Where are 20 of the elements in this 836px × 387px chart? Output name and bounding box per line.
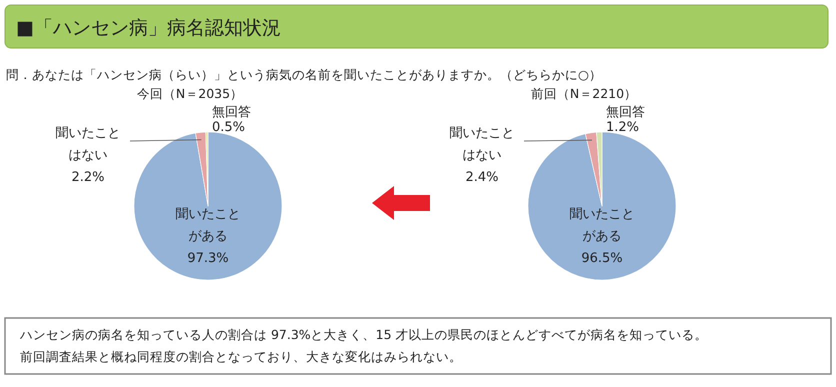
slice-label: 聞いたことはない xyxy=(56,126,120,163)
pie-slice xyxy=(134,132,282,280)
data-label: 2.2% xyxy=(71,170,105,185)
data-label: 1.2% xyxy=(606,120,640,135)
data-label: 0.5% xyxy=(212,120,246,135)
chart-title: 前回（N＝2210） xyxy=(530,86,638,101)
text: ハンセン病の病名を知っている人の割合は 97.3%と大きく、15 才以上の県民のほとんどすべてが病名を知っている。 xyxy=(19,327,708,342)
slice-label: 聞いたことはない xyxy=(450,126,514,163)
data-label: 2.4% xyxy=(465,170,499,185)
slice-label: 聞いたことがある xyxy=(176,207,240,244)
data-label: 96.5% xyxy=(581,251,623,266)
text: 問．あなたは「ハンセン病（らい）」という病気の名前を聞いたことがありますか。（どちらかに○） xyxy=(6,67,602,82)
text: ■「ハンセン病」病名認知状況 xyxy=(16,17,281,39)
pie-slice xyxy=(528,132,676,280)
chart-title: 今回（N＝2035） xyxy=(136,86,244,101)
data-label: 97.3% xyxy=(187,251,229,266)
slice-label: 聞いたことがある xyxy=(570,207,634,244)
slice-label: 無回答 xyxy=(212,105,251,120)
text: 前回調査結果と概ね同程度の割合となっており、大きな変化はみられない。 xyxy=(20,349,462,364)
slice-label: 無回答 xyxy=(606,105,645,120)
